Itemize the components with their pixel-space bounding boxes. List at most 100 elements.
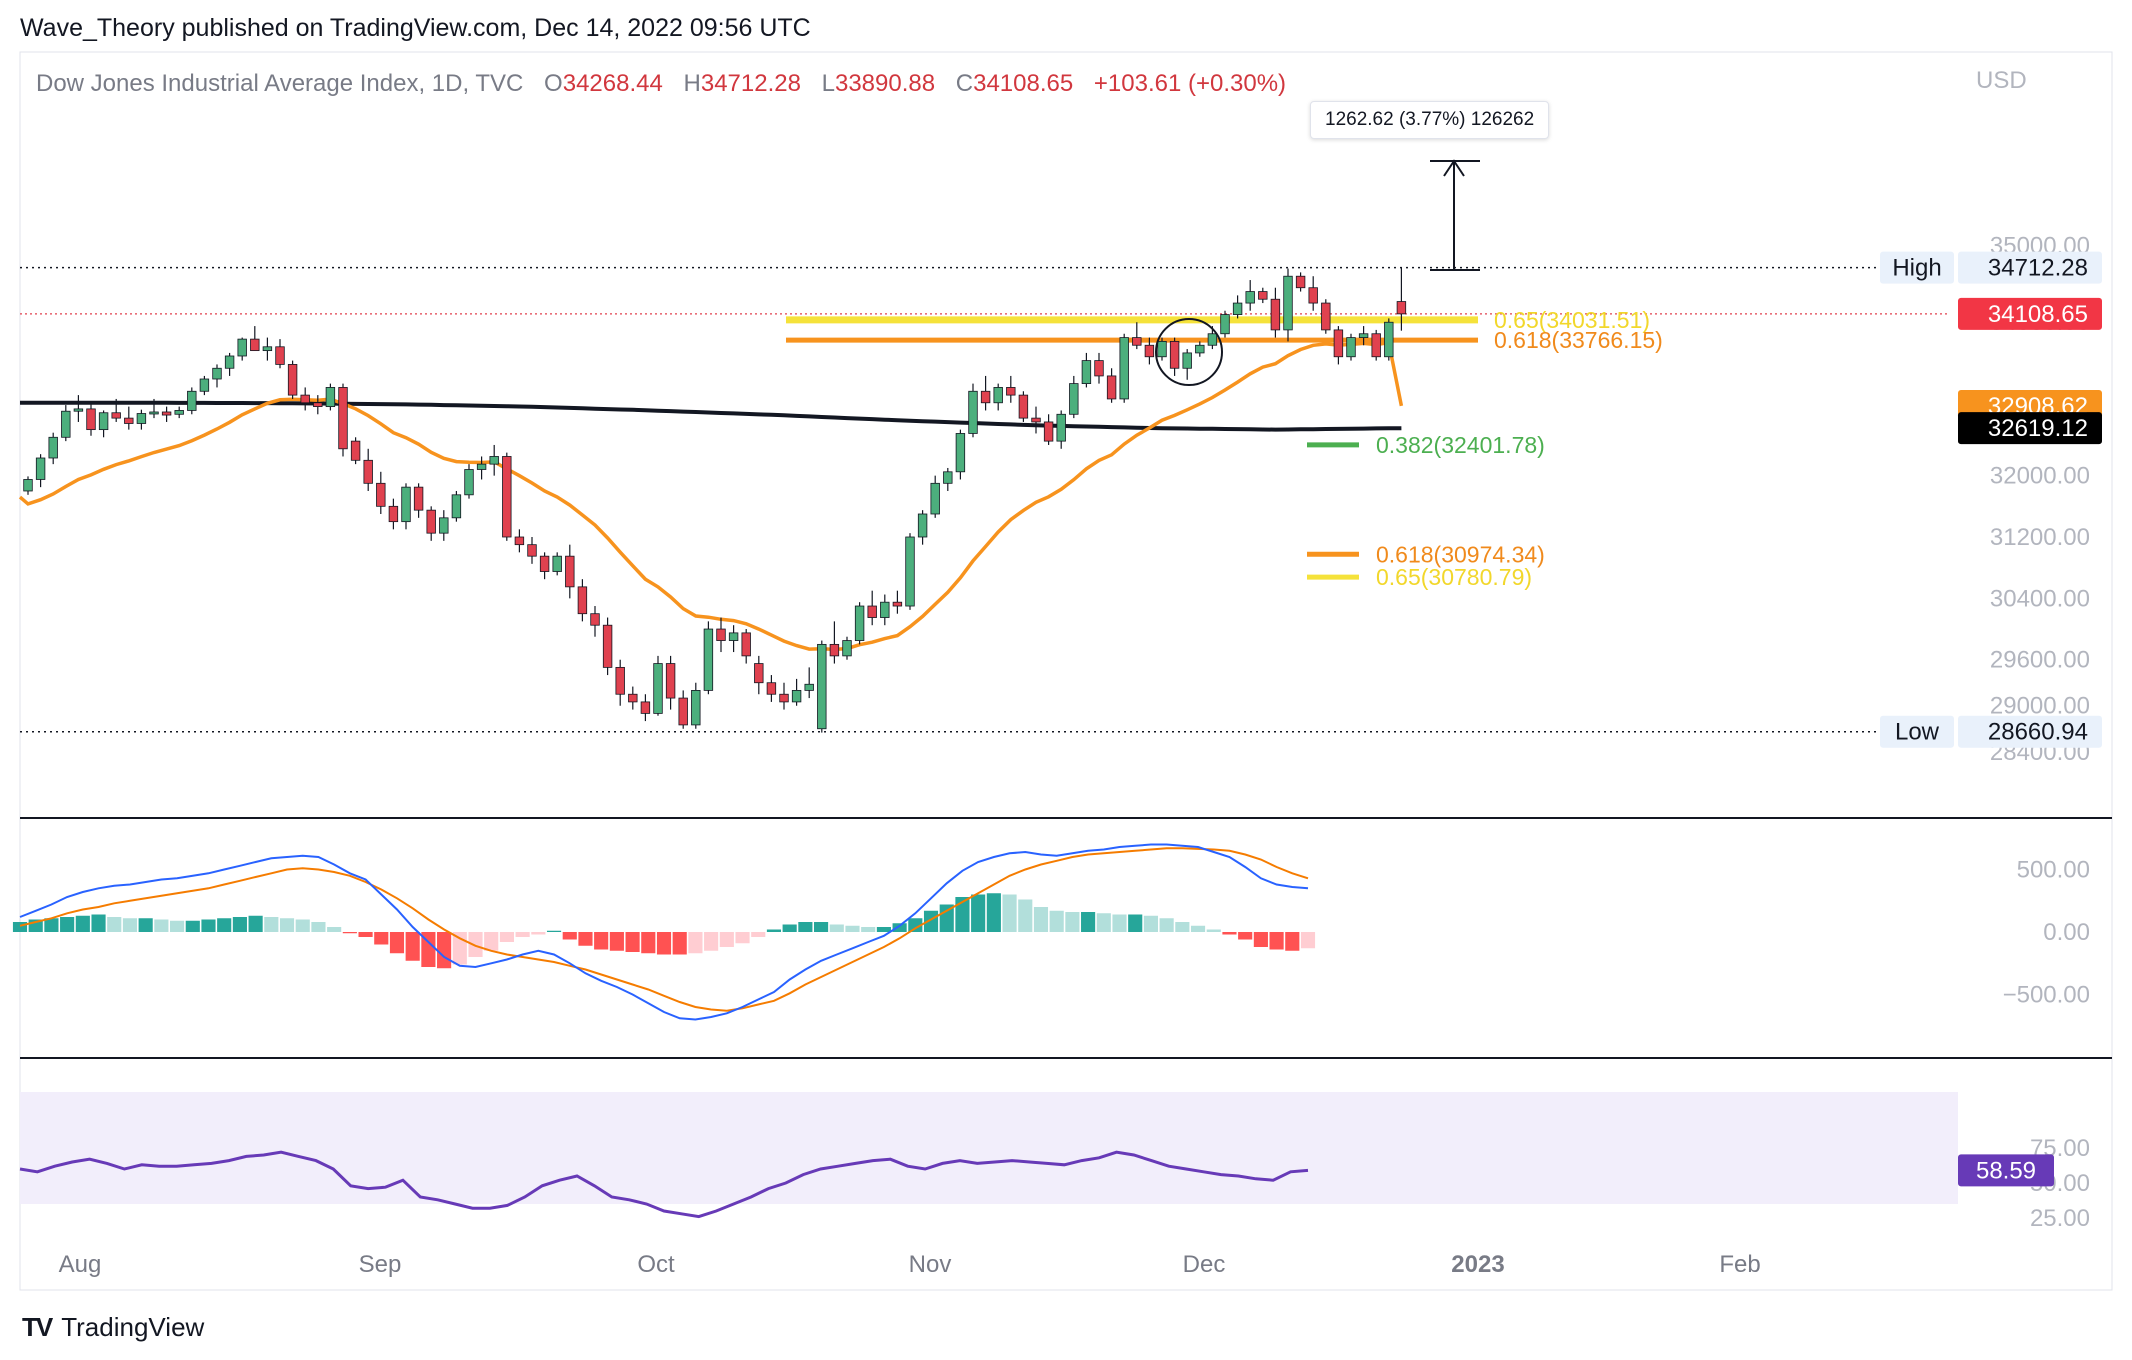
price-tag-value: 28660.94 — [1988, 719, 2088, 746]
measure-tool[interactable] — [1430, 159, 1480, 271]
candle-body — [779, 693, 789, 703]
macd-histogram-bar — [704, 932, 719, 951]
candle-body — [1245, 291, 1255, 304]
macd-histogram-bar — [1285, 932, 1300, 951]
symbol-name[interactable]: Dow Jones Industrial Average Index, 1D, … — [36, 70, 524, 97]
candle-body — [1295, 275, 1306, 289]
candle-body — [842, 640, 852, 657]
candle-body — [325, 387, 336, 408]
candle-body — [1144, 344, 1155, 358]
macd-histogram-bar — [641, 932, 656, 954]
candle-body — [388, 505, 399, 523]
macd-histogram-bar — [1081, 912, 1096, 932]
price-tags-layer: 34712.28High34108.6532908.6232619.122866… — [1880, 251, 2102, 1187]
candle-body — [1157, 341, 1167, 358]
candle-body — [602, 624, 613, 668]
fib-level-label: 0.618(30974.34) — [1376, 541, 1545, 567]
candle-body — [716, 628, 726, 641]
candle-body — [1371, 333, 1381, 358]
macd-histogram-bar — [295, 919, 310, 932]
macd-histogram-bar — [1253, 932, 1268, 947]
candle-body — [577, 586, 588, 615]
brand-name: TradingView — [61, 1312, 205, 1342]
macd-histogram-bar — [138, 918, 153, 932]
candle-body — [1308, 287, 1318, 304]
candle-body — [1182, 352, 1192, 369]
candle-body — [1396, 301, 1407, 315]
rsi-value-tag: 58.59 — [1976, 1157, 2036, 1184]
candle-body — [464, 469, 474, 496]
candle-body — [653, 663, 663, 714]
candle-body — [892, 601, 903, 607]
time-axis-label: Aug — [59, 1251, 102, 1278]
candle-body — [350, 440, 361, 461]
candle-body — [149, 411, 159, 415]
macd-histogram-bar — [342, 932, 357, 934]
macd-histogram-bar — [264, 917, 279, 932]
candle-body — [1283, 275, 1293, 331]
candle-body — [476, 463, 487, 470]
candle-body — [880, 601, 890, 618]
macd-histogram-bar — [91, 914, 106, 932]
macd-histogram-bar — [1143, 915, 1158, 932]
high-label: H — [683, 70, 701, 97]
candle-body — [527, 544, 537, 557]
candle-body — [338, 387, 348, 450]
fib-level-label: 0.618(33766.15) — [1494, 327, 1663, 353]
candle-body — [678, 697, 688, 726]
grid-layer — [20, 266, 1950, 733]
macd-histogram-bar — [107, 917, 122, 932]
candle-body — [1106, 375, 1117, 400]
candle-body — [829, 643, 840, 657]
fib-level-label: 0.65(34031.51) — [1494, 307, 1650, 333]
candle-body — [628, 693, 638, 703]
macd-axis-label: 500.00 — [2017, 857, 2090, 884]
fibonacci-layer: 0.65(34031.51)0.618(33766.15) 0.382(32401… — [786, 307, 1663, 590]
candle-body — [1169, 341, 1180, 369]
price-axis-label: 29000.00 — [1990, 693, 2090, 720]
macd-histogram-bar — [12, 922, 28, 932]
macd-histogram-bar — [1128, 914, 1143, 932]
candle-body — [615, 666, 625, 695]
price-tag-box — [1958, 251, 2102, 284]
candle-body — [224, 355, 235, 369]
candle-body — [262, 346, 273, 352]
candle-body — [905, 536, 915, 607]
macd-histogram-bar — [923, 910, 939, 932]
macd-histogram-bar — [625, 932, 640, 952]
macd-histogram-bar — [1238, 932, 1253, 940]
price-tag-label: Low — [1895, 719, 1940, 746]
macd-histogram-bar — [1049, 910, 1064, 932]
measure-label: 1262.62 (3.77%) 126262 — [1310, 101, 1550, 139]
price-tag-box — [1958, 412, 2102, 445]
macd-histogram-bar — [1002, 894, 1017, 932]
candle-body — [1270, 298, 1281, 331]
footer-brand[interactable]: TV TradingView — [22, 1312, 204, 1343]
candle-body — [61, 410, 71, 438]
low-value: 33890.88 — [834, 70, 936, 97]
macd-histogram-bar — [170, 920, 185, 932]
candle-body — [161, 411, 172, 416]
candle-body — [1094, 360, 1104, 377]
candle-body — [703, 628, 714, 691]
candle-body — [174, 410, 184, 415]
macd-histogram-bar — [971, 894, 986, 932]
candle-body — [212, 367, 222, 380]
macd-histogram-bar — [185, 920, 200, 932]
time-axis-label: Sep — [359, 1251, 402, 1278]
macd-histogram-bar — [217, 918, 232, 932]
fib-level-label: 0.382(32401.78) — [1376, 432, 1545, 458]
macd-histogram-bar — [876, 927, 891, 932]
candle-body — [590, 613, 600, 626]
macd-histogram-bar — [531, 932, 546, 935]
high-value: 34712.28 — [700, 70, 801, 97]
candle-body — [426, 509, 436, 534]
macd-histogram-bar — [1269, 932, 1284, 950]
candle-body — [1384, 321, 1394, 358]
macd-histogram-bar — [1190, 925, 1206, 932]
candle-body — [439, 517, 449, 534]
candle-body — [1321, 302, 1331, 331]
fib-level-label: 0.65(30780.79) — [1376, 564, 1532, 590]
moving-average-layer — [18, 340, 1404, 652]
